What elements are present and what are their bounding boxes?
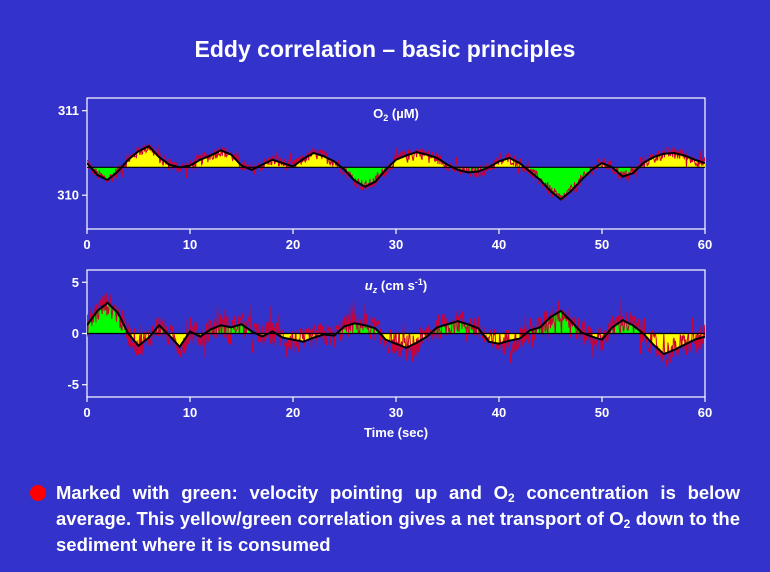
- area-below-mean: [87, 167, 705, 200]
- slide-title: Eddy correlation – basic principles: [194, 36, 576, 62]
- x-tick-label: 50: [595, 405, 609, 420]
- x-tick-label: 60: [698, 237, 712, 252]
- y-tick-label: 311: [58, 103, 79, 118]
- bullet-point: Marked with green: velocity pointing up …: [30, 480, 740, 558]
- x-tick-label: 10: [183, 237, 197, 252]
- y-tick-label: 310: [57, 188, 79, 203]
- smoothed-signal-line: [87, 301, 705, 356]
- panel-title-subscript: z: [372, 285, 378, 295]
- bullet-text-subscript2: 2: [623, 517, 631, 531]
- x-tick-label: 0: [83, 237, 90, 252]
- x-tick-label: 20: [286, 237, 300, 252]
- bullet-text-subscript1: 2: [508, 491, 515, 505]
- y-tick-label: -5: [67, 377, 79, 392]
- bullet-text-part3: down to the sediment where it is consume…: [56, 508, 740, 555]
- x-tick-label: 10: [183, 405, 197, 420]
- x-tick-label: 40: [492, 405, 506, 420]
- raw-signal-line: [87, 292, 705, 369]
- panel-title-main: u: [365, 278, 373, 293]
- y-tick-label: 0: [72, 326, 79, 341]
- x-tick-label: 30: [389, 405, 403, 420]
- y-tick-label: 5: [72, 275, 79, 290]
- panel-title-subscript: 2: [383, 113, 388, 123]
- smoothed-signal-line: [87, 144, 705, 201]
- x-tick-label: 60: [698, 405, 712, 420]
- o2-concentration-chart: 0 10 20 30 40 50 60 310 311 O2 (µM): [57, 97, 712, 252]
- x-axis-label: Time (sec): [364, 425, 428, 440]
- bullet-dot-icon: [30, 485, 46, 501]
- panel-title-close: ): [423, 278, 427, 293]
- x-tick-label: 0: [83, 405, 90, 420]
- plot-area: [87, 142, 705, 202]
- bullet-text: Marked with green: velocity pointing up …: [56, 480, 740, 558]
- x-tick-label: 40: [492, 237, 506, 252]
- bullet-text-part1: Marked with green: velocity pointing up …: [56, 482, 508, 503]
- x-tick-label: 20: [286, 405, 300, 420]
- panel-title: uz (cm s-1): [365, 277, 427, 295]
- panel-title-main: O: [373, 106, 383, 121]
- panel-title: O2 (µM): [373, 106, 419, 123]
- panel-title-unit: (cm s: [377, 278, 415, 293]
- plot-area: [87, 292, 705, 369]
- panel-title-superscript: -1: [415, 277, 423, 287]
- x-tick-label: 30: [389, 237, 403, 252]
- x-tick-label: 50: [595, 237, 609, 252]
- bullet-text-part2: concentration is below average. This yel…: [56, 482, 740, 529]
- panel-title-unit: (µM): [388, 106, 419, 121]
